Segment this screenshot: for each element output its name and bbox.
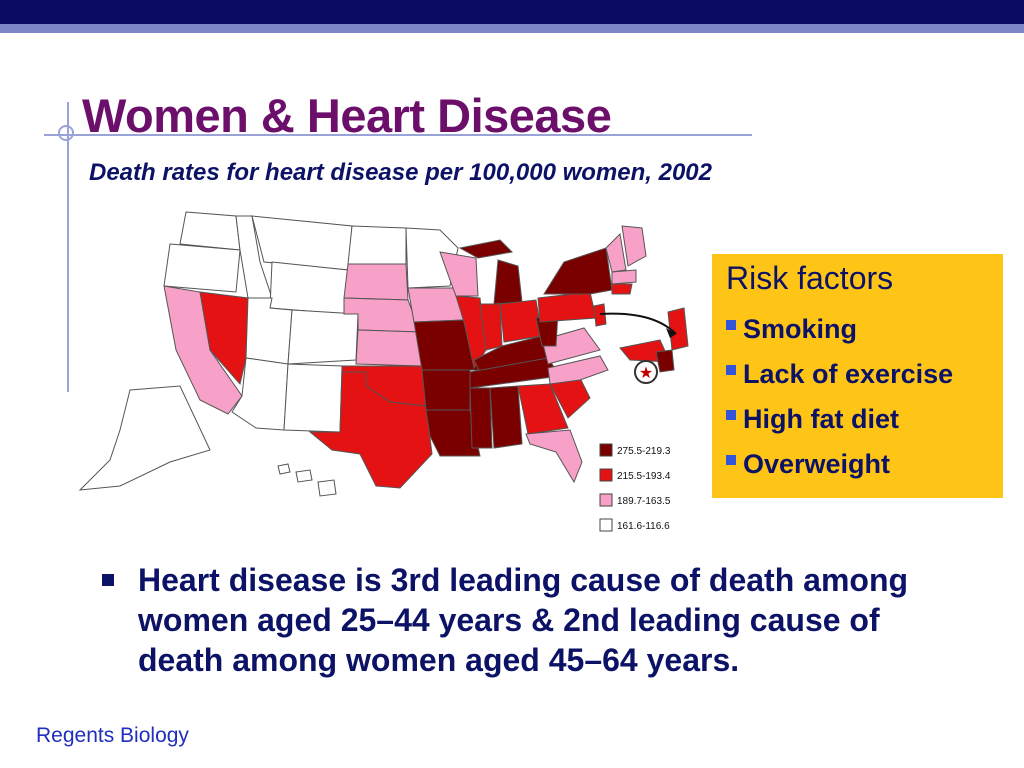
state-hawaii-2: [295, 469, 313, 483]
risk-factor-item: Lack of exercise: [726, 352, 1003, 397]
us-choropleth-map: ★ 275.5-219.3 215.5-193.4 189.7-163.5 16…: [60, 200, 700, 545]
risk-factor-label: Overweight: [743, 449, 891, 479]
dc-marker-circle: [634, 360, 658, 384]
inset-dc: [655, 349, 675, 373]
state-hawaii-3: [317, 479, 337, 497]
risk-factor-item: Overweight: [726, 442, 1003, 487]
state-ohio: [499, 299, 543, 343]
state-hawaii: [277, 463, 291, 475]
legend-label-3: 189.7-163.5: [617, 496, 671, 507]
slide-title: Women & Heart Disease: [82, 89, 612, 142]
risk-factor-label: Smoking: [743, 314, 858, 344]
main-bullet-text: Heart disease is 3rd leading cause of de…: [138, 562, 909, 678]
inset-arrowhead: [666, 328, 676, 338]
risk-factors-list: Smoking Lack of exercise High fat diet O…: [726, 307, 1003, 487]
state-michigan: [493, 259, 523, 305]
top-band-accent: [0, 24, 1024, 33]
square-bullet-icon: [726, 319, 736, 330]
state-kansas: [355, 329, 423, 367]
state-wyoming: [269, 261, 349, 315]
state-louisiana: [425, 409, 481, 457]
footer-label: Regents Biology: [36, 724, 189, 747]
state-georgia: [517, 383, 569, 435]
state-texas: [308, 371, 433, 489]
risk-factor-item: High fat diet: [726, 397, 1003, 442]
legend-label-1: 275.5-219.3: [617, 446, 671, 457]
map-legend: 275.5-219.3 215.5-193.4 189.7-163.5 161.…: [599, 443, 671, 532]
risk-factor-label: Lack of exercise: [743, 359, 954, 389]
state-montana: [251, 215, 353, 271]
state-mississippi: [469, 387, 493, 449]
risk-factors-title: Risk factors: [726, 260, 894, 296]
legend-swatch-1: [599, 443, 613, 457]
state-michigan-upper: [458, 239, 514, 259]
state-alaska: [78, 385, 211, 491]
legend-swatch-2: [599, 468, 613, 482]
square-bullet-icon: [726, 364, 736, 375]
legend-swatch-4: [599, 518, 613, 532]
state-north-carolina: [547, 355, 609, 385]
map-subtitle: Death rates for heart disease per 100,00…: [89, 159, 712, 186]
state-nevada: [199, 291, 249, 386]
state-washington: [179, 211, 241, 251]
inset-arrow: [599, 312, 677, 335]
square-bullet-icon: [726, 454, 736, 465]
decorative-horizontal-line: [44, 134, 752, 136]
state-oregon: [163, 243, 241, 293]
state-new-jersey: [593, 303, 607, 327]
state-vermont-nh: [605, 232, 627, 273]
state-colorado: [287, 309, 359, 365]
legend-label-2: 215.5-193.4: [617, 471, 671, 482]
state-maine: [621, 225, 647, 267]
state-massachusetts: [611, 269, 637, 285]
state-north-dakota: [347, 225, 407, 265]
dc-star-icon: ★: [639, 363, 653, 382]
legend-label-4: 161.6-116.6: [617, 521, 670, 532]
state-south-dakota: [343, 263, 409, 301]
top-band: [0, 0, 1024, 24]
risk-factors-box: Risk factors Smoking Lack of exercise Hi…: [712, 254, 1003, 498]
state-florida: [525, 429, 583, 484]
map-svg: ★ 275.5-219.3 215.5-193.4 189.7-163.5 16…: [78, 211, 689, 532]
risk-factor-label: High fat diet: [743, 404, 899, 434]
state-new-mexico: [283, 363, 343, 433]
main-bullet: Heart disease is 3rd leading cause of de…: [96, 560, 916, 680]
square-bullet-icon: [726, 409, 736, 420]
crosshair-icon: [58, 125, 74, 141]
state-alabama: [489, 385, 523, 449]
state-connecticut-ri: [611, 283, 633, 295]
legend-swatch-3: [599, 493, 613, 507]
state-new-york: [543, 247, 613, 295]
square-bullet-icon: [102, 574, 114, 586]
decorative-vertical-line: [67, 102, 69, 392]
state-arkansas: [421, 369, 471, 411]
state-pennsylvania: [537, 291, 597, 323]
risk-factor-item: Smoking: [726, 307, 1003, 352]
state-wisconsin: [439, 251, 479, 297]
